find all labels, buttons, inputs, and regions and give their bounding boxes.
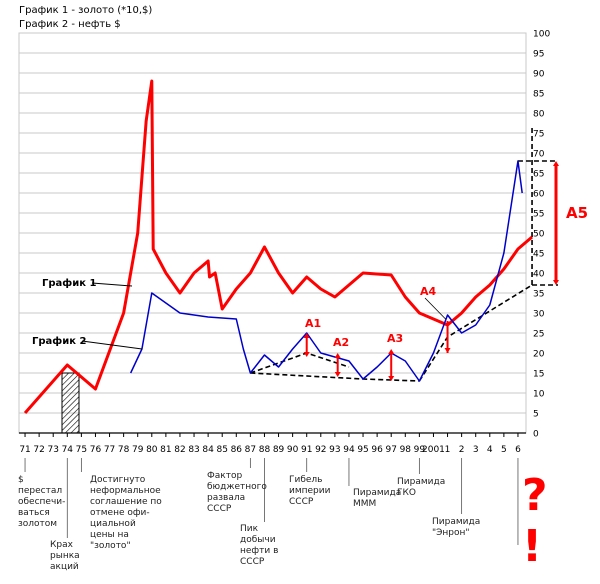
y-tick-label: 25: [533, 330, 544, 340]
annotation-label: А2: [333, 336, 349, 349]
x-tick-label: 85: [216, 445, 227, 455]
x-tick-label: 89: [273, 445, 285, 455]
series-oil-line: [129, 160, 523, 382]
event-note: Фактор бюджетного развала СССР: [207, 471, 267, 514]
arrow-a5-head-top: [553, 161, 559, 166]
x-tick-label: 2: [459, 445, 465, 455]
x-tick-label: 99: [414, 445, 426, 455]
x-tick-label: 4: [487, 445, 493, 455]
x-tick-label: 97: [385, 445, 396, 455]
arrow-a2-head-top: [334, 353, 341, 358]
y-tick-label: 60: [533, 190, 545, 200]
y-tick-label: 35: [533, 290, 544, 300]
arrow-a1-head-top: [303, 333, 310, 338]
annotation-label: А3: [387, 332, 403, 345]
x-tick-label: 90: [287, 445, 299, 455]
x-tick-label: 82: [174, 445, 185, 455]
hatched-bar: [61, 372, 80, 434]
chart-title-oil: График 2 - нефть $: [19, 19, 121, 30]
y-axis-ticks: 0 5 10 15 20 25 30 35 40 45 50 55 60 65 70 75 80 85 90 95 10…: [525, 30, 550, 440]
y-tick-label: 90: [533, 70, 545, 80]
x-tick-label: 80: [146, 445, 158, 455]
y-tick-label: 55: [533, 210, 544, 220]
annotation-label: А5: [566, 204, 588, 222]
y-tick-label: 80: [533, 110, 545, 120]
series-label-gold: График 1: [42, 277, 96, 289]
x-tick-label: 6: [515, 445, 521, 455]
x-tick-label: 3: [473, 445, 479, 455]
x-tick-label: 76: [90, 445, 102, 455]
a4-pointer: [424, 297, 446, 320]
x-tick-label: 96: [371, 445, 383, 455]
annotation-label: А1: [305, 317, 321, 330]
y-tick-label: 5: [533, 410, 539, 420]
y-tick-label: 65: [533, 170, 544, 180]
trend-line-bottom: [250, 372, 420, 382]
y-tick-label: 45: [533, 250, 544, 260]
arrow-a4-head: [444, 348, 451, 353]
y-tick-label: 30: [533, 310, 545, 320]
x-tick-label: 72: [33, 445, 44, 455]
x-tick-label: 75: [76, 445, 87, 455]
question-exclamation: ? !: [522, 470, 562, 572]
event-note: Пирамида "Энрон": [432, 517, 481, 538]
y-tick-label: 10: [533, 390, 545, 400]
x-tick-label: 84: [202, 445, 214, 455]
y-tick-label: 15: [533, 370, 544, 380]
event-note: Достигнуто неформальное соглашение по от…: [90, 475, 162, 551]
series-lines: [23, 79, 534, 414]
leader-gold: [91, 282, 133, 287]
x-tick-label: 1: [445, 445, 451, 455]
leader-oil: [81, 340, 143, 350]
event-note: Пирамида МММ: [353, 488, 402, 509]
event-note: $ перестал обеспечи-ваться золотом: [18, 475, 66, 529]
x-tick-label: 98: [400, 445, 412, 455]
x-tick-label: 81: [160, 445, 171, 455]
arrow-a3-head-bottom: [388, 376, 395, 381]
x-tick-label: 87: [245, 445, 256, 455]
y-tick-label: 95: [533, 50, 544, 60]
y-tick-label: 100: [533, 30, 550, 40]
event-note: Крах рынка акций: [50, 540, 80, 572]
x-tick-label: 73: [47, 445, 58, 455]
annotation-marks: График 1 График 2 А1 А2 А3 А4 А5: [32, 161, 588, 381]
x-tick-label: 86: [231, 445, 243, 455]
series-gold-line: [23, 79, 534, 414]
x-axis-ticks: 71 72 73 74 75 76 77 78 79 80 81 82 83 84 85 86 87 88 89 90…: [19, 432, 526, 455]
x-tick-label: 94: [343, 445, 355, 455]
y-tick-label: 70: [533, 150, 545, 160]
y-tick-label: 85: [533, 90, 544, 100]
x-tick-label: 5: [501, 445, 507, 455]
event-note: Гибель империи СССР: [289, 475, 331, 507]
arrow-a2-head-bottom: [334, 372, 341, 377]
x-tick-label: 79: [132, 445, 144, 455]
x-tick-label: 93: [329, 445, 340, 455]
annotation-label: А4: [420, 285, 437, 298]
event-note: Пирамида ГКО: [397, 477, 446, 498]
x-tick-label: 92: [315, 445, 326, 455]
x-tick-label: 2001: [422, 445, 445, 455]
x-tick-label: 88: [259, 445, 271, 455]
x-tick-label: 78: [118, 445, 130, 455]
x-tick-label: 71: [19, 445, 30, 455]
y-tick-label: 40: [533, 270, 545, 280]
arrow-a5-head-bottom: [553, 280, 559, 285]
arrow-a3-head-top: [388, 349, 395, 354]
series-label-oil: График 2: [32, 335, 86, 347]
x-tick-label: 83: [188, 445, 199, 455]
y-tick-label: 0: [533, 430, 539, 440]
arrow-a1-head-bottom: [303, 352, 310, 357]
y-tick-label: 50: [533, 230, 545, 240]
grid-lines: [19, 32, 526, 434]
y-tick-label: 20: [533, 350, 545, 360]
y-tick-label: 75: [533, 130, 544, 140]
x-tick-label: 91: [301, 445, 312, 455]
x-tick-label: 77: [104, 445, 115, 455]
x-tick-label: 74: [62, 445, 74, 455]
event-note: Пик добычи нефти в СССР: [240, 524, 279, 567]
x-tick-label: 95: [357, 445, 368, 455]
chart-title-gold: График 1 - золото (*10,$): [19, 5, 153, 16]
event-leader-lines: [24, 458, 519, 545]
